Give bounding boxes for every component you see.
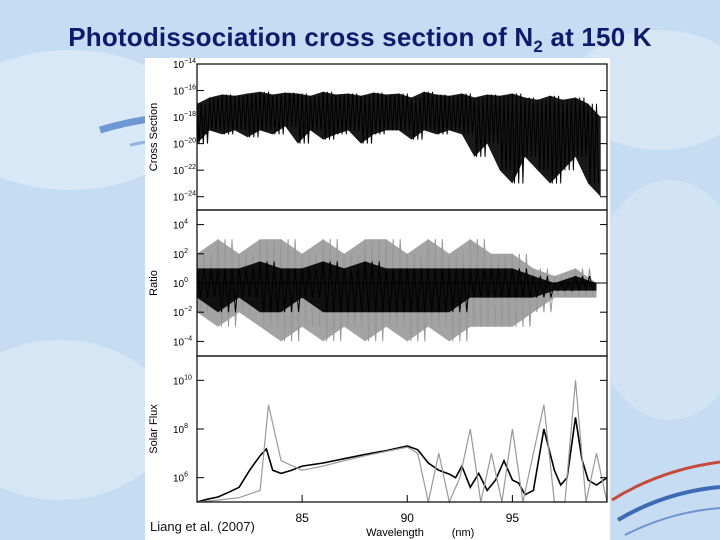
y-tick-label: 10−24 xyxy=(173,191,196,204)
y-tick-exponent: −14 xyxy=(184,58,196,65)
y-tick-base: 10 xyxy=(173,140,185,151)
y-axis-label-top: Cross Section xyxy=(148,103,160,171)
y-tick-exponent: −24 xyxy=(184,191,196,198)
y-tick-base: 10 xyxy=(173,60,185,71)
y-tick-base: 10 xyxy=(173,87,185,98)
y-tick-base: 10 xyxy=(173,337,185,348)
y-tick-exponent: −16 xyxy=(184,85,196,92)
panel-frame-bottom xyxy=(196,355,608,503)
y-tick-base: 10 xyxy=(173,279,185,290)
y-tick-label: 10−2 xyxy=(173,306,192,319)
y-tick-label: 108 xyxy=(173,423,188,436)
y-tick-exponent: 10 xyxy=(184,374,192,381)
series-band-top-0 xyxy=(197,91,601,197)
figure-panel: 10−14 10−16 10−18 10−20 10−22 10−24 Cross Sect… xyxy=(145,58,610,540)
y-tick-label: 10−22 xyxy=(173,164,196,177)
y-tick-label: 10−16 xyxy=(173,85,196,98)
x-axis-label: Wavelength xyxy=(366,527,424,539)
y-tick-base: 10 xyxy=(173,425,185,436)
y-tick-base: 10 xyxy=(173,166,185,177)
series-line-bottom-0 xyxy=(196,417,608,503)
y-tick-exponent: −2 xyxy=(184,306,192,313)
y-axis-label-bottom: Solar Flux xyxy=(148,404,160,454)
y-tick-label: 10−20 xyxy=(173,138,196,151)
y-tick-label: 1010 xyxy=(173,374,192,387)
background-cloud xyxy=(0,340,170,500)
y-tick-base: 10 xyxy=(173,221,185,232)
decorative-blue-stroke xyxy=(616,485,720,522)
y-tick-base: 10 xyxy=(173,193,185,204)
y-tick-base: 10 xyxy=(173,250,185,261)
x-tick-label: 85 xyxy=(295,511,309,525)
y-tick-label: 102 xyxy=(173,248,188,261)
y-tick-exponent: −4 xyxy=(184,335,192,342)
y-tick-label: 10−4 xyxy=(173,335,192,348)
decorative-blue-stroke xyxy=(624,507,720,536)
series-lines-top-0 xyxy=(196,91,600,184)
x-tick-label: 95 xyxy=(506,511,520,525)
slide-title: Photodissociation cross section of N2 at… xyxy=(0,22,720,57)
x-tick-label: 90 xyxy=(401,511,415,525)
y-tick-exponent: −20 xyxy=(184,138,196,145)
title-tail: at 150 K xyxy=(543,22,652,52)
series-band-middle-1 xyxy=(197,261,597,313)
background-cloud xyxy=(0,50,190,190)
y-tick-exponent: 4 xyxy=(184,219,188,226)
citation: Liang et al. (2007) xyxy=(150,519,255,534)
y-tick-exponent: 8 xyxy=(184,423,188,430)
y-tick-label: 10−14 xyxy=(173,58,196,71)
y-tick-exponent: 6 xyxy=(184,472,188,479)
decorative-red-stroke xyxy=(611,460,720,502)
background-cloud xyxy=(590,180,720,420)
y-tick-exponent: 2 xyxy=(184,248,188,255)
x-axis-unit: (nm) xyxy=(452,527,475,539)
y-tick-label: 10−18 xyxy=(173,111,196,124)
y-tick-base: 10 xyxy=(173,308,185,319)
y-tick-base: 10 xyxy=(173,376,185,387)
series-lines-middle-1 xyxy=(196,261,594,313)
y-tick-exponent: −22 xyxy=(184,164,196,171)
y-tick-base: 10 xyxy=(173,113,185,124)
title-subscript: 2 xyxy=(533,37,544,57)
y-tick-exponent: −18 xyxy=(184,111,196,118)
y-tick-label: 100 xyxy=(173,277,188,290)
y-tick-base: 10 xyxy=(173,474,185,485)
title-main: Photodissociation cross section of N xyxy=(68,22,534,52)
y-axis-label-middle: Ratio xyxy=(148,270,160,296)
y-tick-label: 106 xyxy=(173,472,188,485)
series-line-bottom-1 xyxy=(196,380,608,504)
y-tick-exponent: 0 xyxy=(184,277,188,284)
y-tick-label: 104 xyxy=(173,219,188,232)
